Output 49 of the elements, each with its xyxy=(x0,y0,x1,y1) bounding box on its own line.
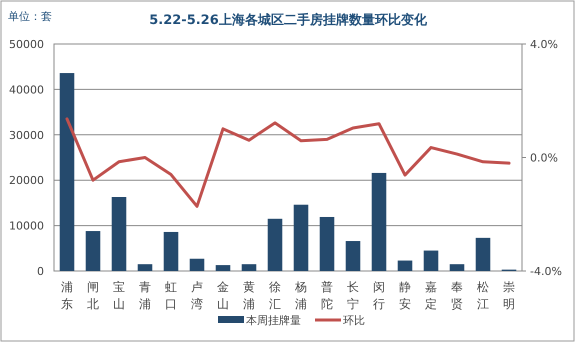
x-tick-label: 闸北 xyxy=(87,280,99,311)
x-tick-label: 浦东 xyxy=(61,280,73,311)
bar xyxy=(138,264,152,271)
x-tick-label: 虹口 xyxy=(165,280,177,311)
x-tick-label: 松江 xyxy=(477,280,489,311)
x-tick-label: 金山 xyxy=(217,280,229,311)
x-tick-label: 长宁 xyxy=(347,280,359,311)
y-tick-label: 0 xyxy=(37,265,44,278)
y-tick-label: 20000 xyxy=(9,174,44,188)
bar xyxy=(346,241,360,271)
x-tick-label: 静安 xyxy=(399,280,411,311)
bar xyxy=(112,197,126,271)
y-tick-label: 10000 xyxy=(9,220,44,233)
x-tick-label: 青浦 xyxy=(139,280,151,311)
bar xyxy=(164,232,178,271)
bar xyxy=(424,250,438,271)
y2-tick-label: 4.0% xyxy=(530,38,558,51)
bar xyxy=(398,260,412,271)
bar xyxy=(86,231,100,271)
text: 单位：套 xyxy=(8,10,52,23)
bar xyxy=(372,172,386,271)
bar xyxy=(294,204,308,271)
legend-label: 环比 xyxy=(343,314,365,327)
bar xyxy=(242,264,256,271)
x-tick-label: 普陀 xyxy=(321,280,333,311)
y2-tick-label: 0.0% xyxy=(530,152,558,164)
x-tick-label: 宝山 xyxy=(113,280,125,311)
y-tick-label: 50000 xyxy=(9,38,44,51)
line-series xyxy=(66,117,510,208)
x-tick-label: 卢湾 xyxy=(191,280,203,311)
bar xyxy=(268,218,282,271)
bar xyxy=(450,264,464,271)
bar xyxy=(60,73,74,271)
bar xyxy=(216,265,230,271)
bar xyxy=(476,238,490,271)
x-tick-label: 奉贤 xyxy=(451,280,463,311)
x-tick-label: 黄浦 xyxy=(243,280,255,311)
x-tick-label: 杨浦 xyxy=(294,280,307,311)
x-tick-label: 崇明 xyxy=(503,280,515,311)
bar xyxy=(190,258,204,271)
x-tick-label: 嘉定 xyxy=(425,280,437,311)
x-tick-label: 闵行 xyxy=(373,280,385,311)
x-tick-label: 徐汇 xyxy=(269,280,281,311)
bar xyxy=(320,216,334,271)
y2-tick-label: -4.0% xyxy=(530,265,562,278)
chart-title: 5.22-5.26上海各城区二手房挂牌数量环比变化 xyxy=(149,12,428,28)
y-tick-label: 40000 xyxy=(9,83,44,96)
legend-label: 本周挂牌量 xyxy=(246,314,301,327)
y-tick-label: 30000 xyxy=(9,128,44,142)
